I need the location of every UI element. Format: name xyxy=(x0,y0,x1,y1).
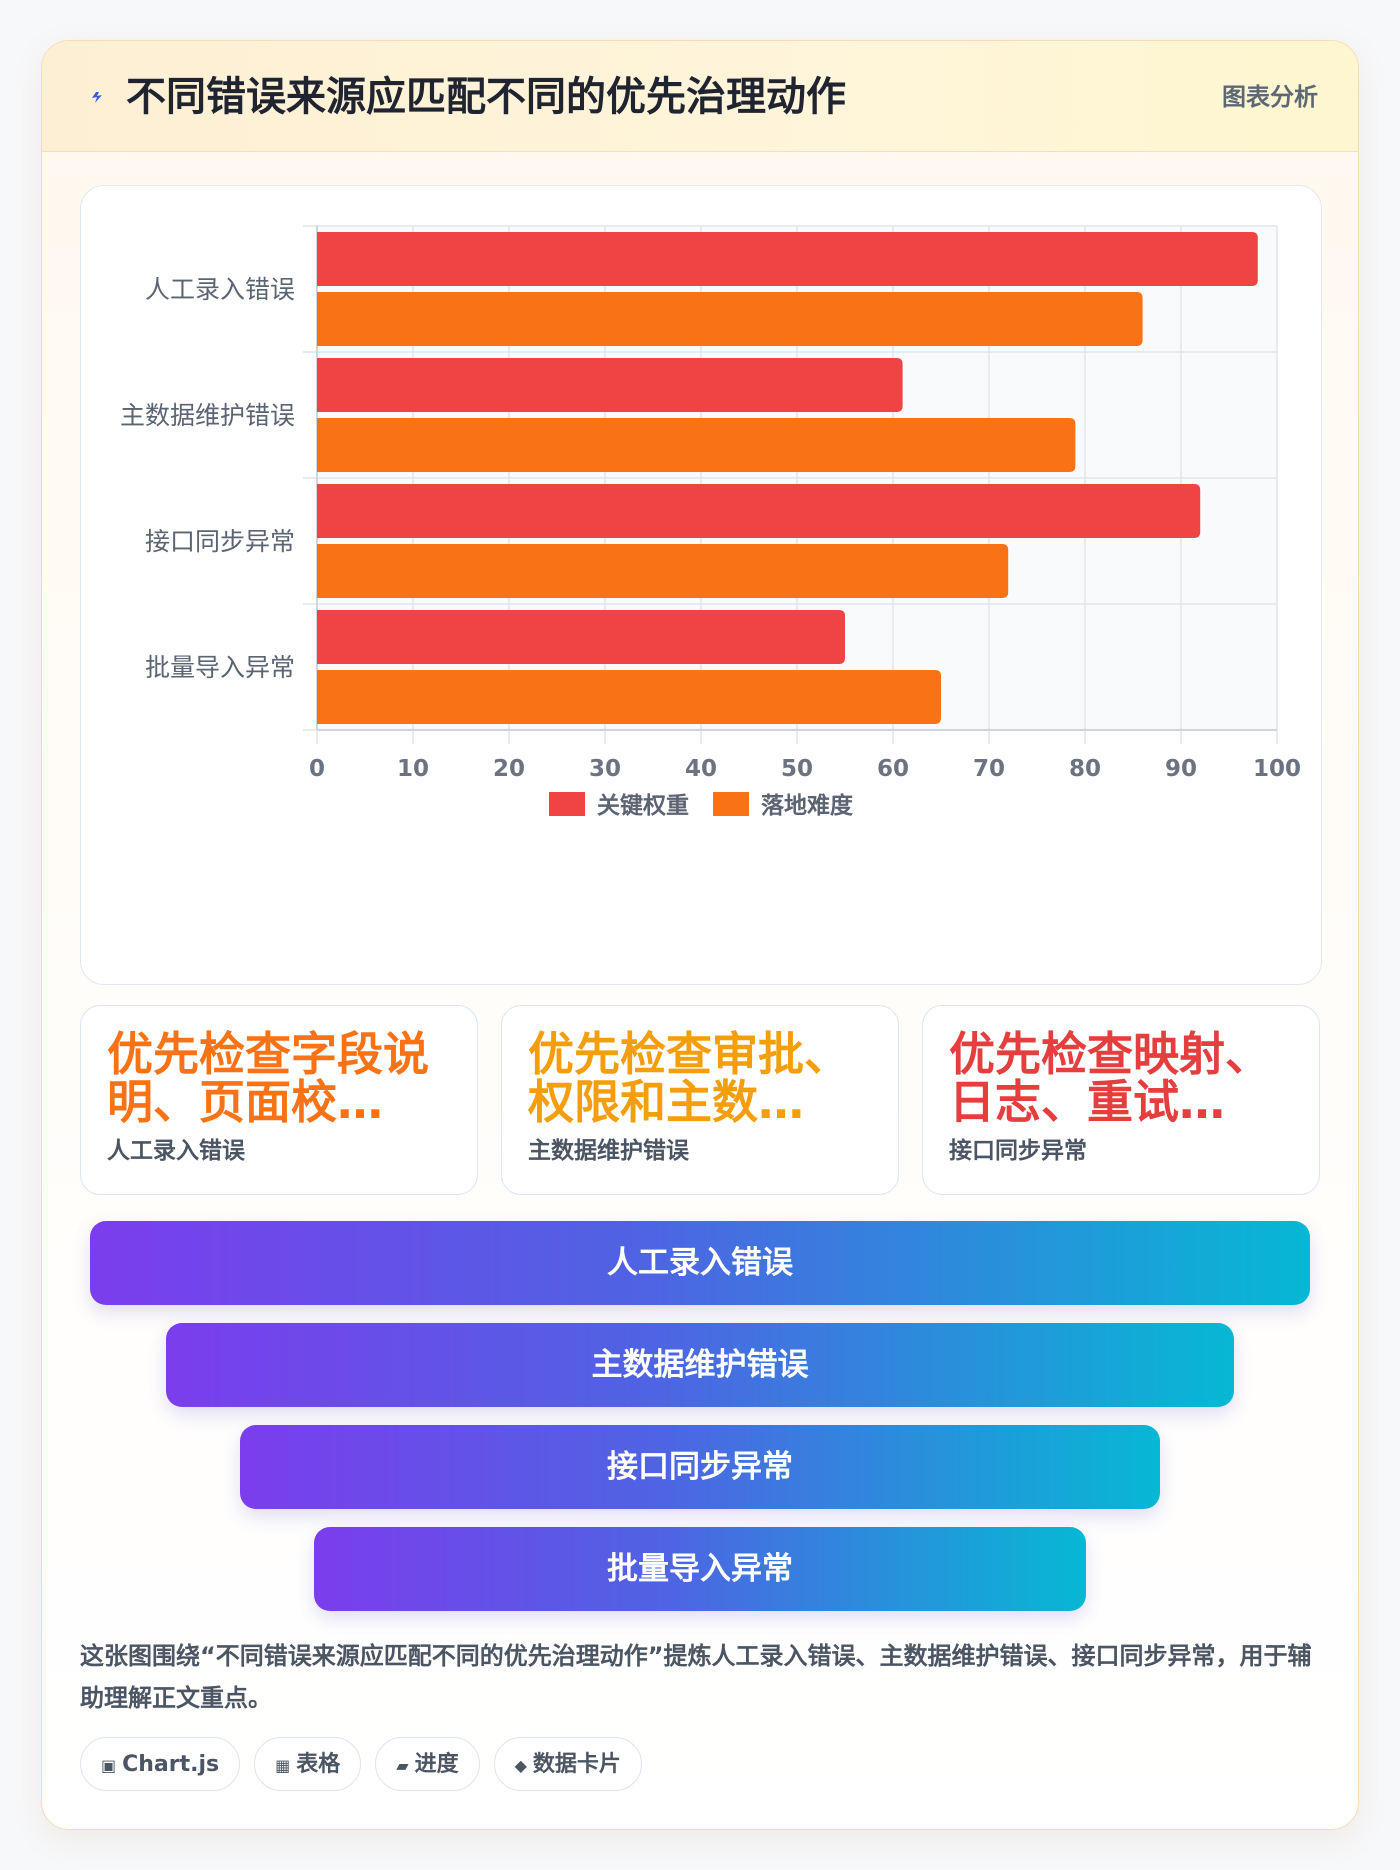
stat-label: 人工录入错误 xyxy=(107,1138,245,1164)
tag-data-card[interactable]: ◆ 数据卡片 xyxy=(493,1737,642,1791)
bar-chart: 0 10 20 30 40 50 60 70 80 90 100 人工录入错误主数据维护错误接口同步异… xyxy=(120,225,1301,819)
stat-card-1: 优先检查字段说明、页面校… 人工录入错误 xyxy=(80,1005,478,1195)
x-tick-label: 10 xyxy=(397,756,429,782)
bar-difficulty xyxy=(317,544,1009,598)
chart-description: 这张图围绕“不同错误来源应匹配不同的优先治理动作”提炼人工录入错误、主数据维护错… xyxy=(80,1642,1312,1712)
y-tick-label: 接口同步异常 xyxy=(145,527,295,556)
tag-label: 进度 xyxy=(414,1752,459,1777)
legend-label: 关键权重 xyxy=(597,792,689,819)
legend-swatch xyxy=(713,792,749,816)
tag-label: 表格 xyxy=(296,1752,341,1777)
bar-difficulty xyxy=(317,670,941,724)
y-tick-label: 人工录入错误 xyxy=(145,275,295,304)
x-tick-label: 30 xyxy=(589,756,621,782)
stat-label: 接口同步异常 xyxy=(949,1138,1087,1164)
x-tick-label: 20 xyxy=(493,756,525,782)
analysis-card: 不同错误来源应匹配不同的优先治理动作 图表分析 0 10 20 30 40 50 60 70 8… xyxy=(41,40,1359,1830)
tag-chartjs[interactable]: ▣ Chart.js xyxy=(80,1737,241,1791)
diamond-icon: ◆ xyxy=(514,1756,527,1775)
funnel-step-3: 接口同步异常 xyxy=(240,1425,1160,1509)
funnel-step-1: 人工录入错误 xyxy=(90,1221,1310,1305)
page-title: 不同错误来源应匹配不同的优先治理动作 xyxy=(126,74,846,120)
chart-panel: 0 10 20 30 40 50 60 70 80 90 100 人工录入错误主数据维护错误接口同步异… xyxy=(80,185,1322,985)
tag-list: ▣ Chart.js ▦ 表格 ▰ 进度 ◆ 数据卡片 xyxy=(80,1737,656,1795)
y-tick-label: 主数据维护错误 xyxy=(120,401,295,430)
legend-label: 落地难度 xyxy=(761,792,854,819)
progress-icon: ▰ xyxy=(396,1756,409,1775)
bar-key-weight xyxy=(317,232,1258,286)
legend-swatch xyxy=(549,792,585,816)
funnel-step-4: 批量导入异常 xyxy=(314,1527,1086,1611)
x-tick-label: 50 xyxy=(781,756,813,782)
funnel-step-2: 主数据维护错误 xyxy=(166,1323,1234,1407)
stat-value: 优先检查审批、权限和主数… xyxy=(528,1030,850,1126)
tag-label: Chart.js xyxy=(122,1752,220,1777)
x-tick-label: 90 xyxy=(1165,756,1197,782)
bar-key-weight xyxy=(317,358,903,412)
tag-label: 数据卡片 xyxy=(532,1752,621,1777)
stat-card-3: 优先检查映射、日志、重试… 接口同步异常 xyxy=(922,1005,1320,1195)
stat-label: 主数据维护错误 xyxy=(528,1138,689,1164)
bar-difficulty xyxy=(317,418,1076,472)
x-tick-label: 100 xyxy=(1253,756,1301,782)
x-tick-label: 60 xyxy=(877,756,909,782)
chart-analysis-badge: 图表分析 xyxy=(1222,83,1318,111)
bar-key-weight xyxy=(317,484,1201,538)
tag-table[interactable]: ▦ 表格 xyxy=(254,1737,362,1791)
bar-key-weight xyxy=(317,610,845,664)
x-tick-label: 40 xyxy=(685,756,717,782)
y-tick-label: 批量导入异常 xyxy=(145,653,295,682)
stat-card-2: 优先检查审批、权限和主数… 主数据维护错误 xyxy=(501,1005,899,1195)
x-tick-label: 0 xyxy=(309,756,325,782)
bar-difficulty xyxy=(317,292,1143,346)
stat-value: 优先检查字段说明、页面校… xyxy=(107,1030,429,1126)
lightning-icon xyxy=(92,92,102,103)
card-header: 不同错误来源应匹配不同的优先治理动作 图表分析 xyxy=(42,41,1358,152)
grid-icon: ▦ xyxy=(275,1756,291,1775)
square-icon: ▣ xyxy=(101,1756,117,1775)
x-tick-label: 70 xyxy=(973,756,1005,782)
x-tick-label: 80 xyxy=(1069,756,1101,782)
tag-progress[interactable]: ▰ 进度 xyxy=(375,1737,480,1791)
stat-value: 优先检查映射、日志、重试… xyxy=(949,1030,1271,1126)
